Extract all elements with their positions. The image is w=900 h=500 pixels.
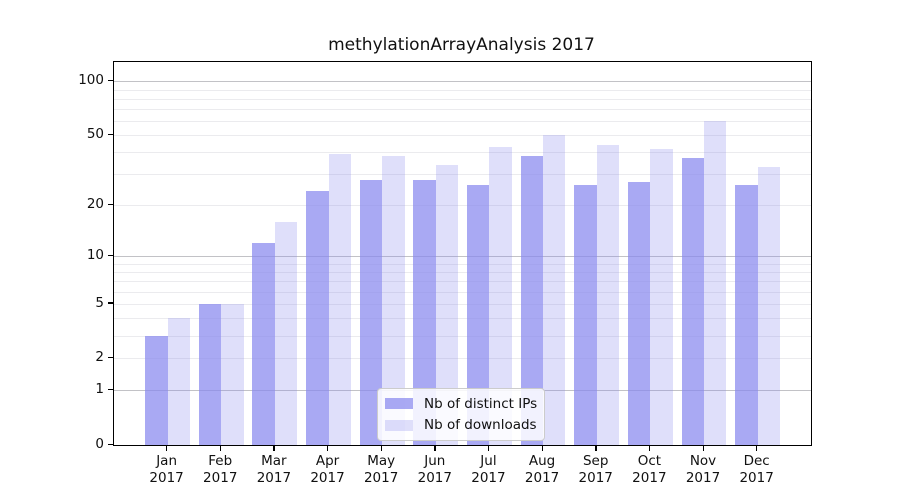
x-tick-mark-sep-2017: [595, 445, 597, 451]
bar-nb-of-distinct-ips-may-2017: [359, 179, 383, 445]
x-tick-mark-dec-2017: [756, 445, 758, 451]
x-tick-label-sep-2017: Sep 2017: [578, 453, 613, 486]
y-tick-mark-5: [108, 302, 113, 304]
gridline-minor-4: [114, 318, 811, 320]
x-tick-mark-nov-2017: [702, 445, 704, 451]
x-tick-label-jan-2017: Jan 2017: [149, 453, 184, 486]
y-tick-label-100: 100: [78, 72, 104, 89]
x-tick-mark-may-2017: [380, 445, 382, 451]
gridline-major-100: [114, 81, 811, 83]
x-tick-label-mar-2017: Mar 2017: [256, 453, 292, 486]
x-tick-mark-jul-2017: [487, 445, 490, 451]
bar-nb-of-downloads-apr-2017: [328, 154, 351, 445]
x-tick-label-dec-2017: Dec 2017: [739, 453, 774, 486]
x-tick-label-apr-2017: Apr 2017: [310, 453, 345, 486]
gridline-minor-90: [114, 89, 811, 91]
bar-nb-of-distinct-ips-oct-2017: [627, 182, 651, 445]
bar-nb-of-downloads-feb-2017: [221, 303, 244, 445]
y-tick-mark-1: [108, 388, 113, 391]
x-tick-label-may-2017: May 2017: [363, 453, 399, 486]
y-tick-mark-2: [108, 356, 113, 359]
y-tick-mark-0: [108, 443, 113, 445]
gridline-major-10: [114, 256, 811, 258]
y-tick-label-50: 50: [86, 126, 104, 143]
bar-nb-of-distinct-ips-apr-2017: [306, 191, 329, 445]
gridline-minor-2: [114, 358, 811, 360]
x-tick-mark-feb-2017: [219, 445, 222, 451]
bar-nb-of-downloads-jul-2017: [489, 146, 512, 445]
bar-nb-of-downloads-nov-2017: [704, 121, 727, 445]
gridline-minor-7: [114, 281, 811, 283]
legend-label-downloads: Nb of downloads: [424, 417, 537, 434]
x-tick-label-feb-2017: Feb 2017: [203, 453, 238, 486]
gridline-minor-5: [114, 303, 811, 305]
legend-label-distinct-ips: Nb of distinct IPs: [424, 395, 538, 412]
x-tick-mark-mar-2017: [273, 445, 275, 451]
bar-nb-of-distinct-ips-dec-2017: [735, 185, 758, 445]
legend-swatch-distinct-ips: [385, 398, 413, 410]
x-tick-label-aug-2017: Aug 2017: [524, 453, 560, 486]
y-tick-mark-20: [108, 203, 113, 205]
plot-area: [113, 61, 812, 446]
gridline-minor-50: [114, 135, 811, 137]
bar-nb-of-downloads-jan-2017: [167, 318, 190, 445]
chart-title: methylationArrayAnalysis 2017: [328, 35, 595, 55]
gridline-minor-60: [114, 121, 811, 123]
gridline-minor-80: [114, 98, 811, 100]
gridline-minor-40: [114, 152, 811, 154]
bar-nb-of-distinct-ips-aug-2017: [520, 156, 544, 445]
x-tick-label-nov-2017: Nov 2017: [685, 453, 721, 486]
y-tick-label-5: 5: [95, 294, 104, 311]
y-tick-mark-10: [108, 254, 113, 256]
bar-nb-of-downloads-jun-2017: [435, 164, 459, 445]
legend: Nb of distinct IPs Nb of downloads: [377, 388, 545, 441]
x-tick-mark-jan-2017: [166, 445, 168, 451]
x-tick-mark-aug-2017: [541, 445, 543, 451]
x-tick-mark-oct-2017: [648, 445, 651, 451]
y-tick-mark-100: [108, 79, 113, 82]
bar-nb-of-distinct-ips-jul-2017: [467, 185, 490, 445]
gridline-minor-9: [114, 263, 811, 265]
bar-nb-of-downloads-mar-2017: [274, 221, 298, 445]
x-tick-label-jul-2017: Jul 2017: [471, 453, 506, 486]
legend-row-downloads: Nb of downloads: [385, 417, 537, 435]
x-tick-mark-apr-2017: [327, 445, 329, 451]
legend-row-distinct-ips: Nb of distinct IPs: [385, 395, 538, 413]
bar-nb-of-downloads-may-2017: [382, 156, 405, 445]
bar-nb-of-distinct-ips-jan-2017: [145, 335, 168, 445]
gridline-minor-20: [114, 205, 811, 207]
gridline-minor-8: [114, 271, 811, 273]
bar-nb-of-distinct-ips-jun-2017: [413, 179, 436, 445]
bar-nb-of-distinct-ips-nov-2017: [681, 158, 704, 445]
y-tick-label-10: 10: [86, 247, 104, 264]
bar-nb-of-downloads-sep-2017: [596, 144, 620, 445]
y-tick-label-2: 2: [95, 349, 104, 366]
legend-swatch-downloads: [385, 419, 413, 431]
bar-nb-of-distinct-ips-sep-2017: [574, 185, 597, 445]
gridline-minor-70: [114, 109, 811, 111]
gridline-minor-6: [114, 291, 811, 293]
x-tick-label-oct-2017: Oct 2017: [632, 453, 667, 486]
x-tick-mark-jun-2017: [434, 445, 436, 451]
bar-nb-of-distinct-ips-mar-2017: [252, 242, 275, 445]
bar-nb-of-downloads-aug-2017: [543, 135, 566, 445]
x-tick-label-jun-2017: Jun 2017: [417, 453, 452, 486]
bar-nb-of-distinct-ips-feb-2017: [198, 303, 222, 445]
y-tick-label-1: 1: [95, 381, 104, 398]
gridline-minor-3: [114, 335, 811, 337]
bar-nb-of-downloads-dec-2017: [757, 167, 781, 445]
gridline-minor-30: [114, 174, 811, 176]
bar-nb-of-downloads-oct-2017: [650, 148, 673, 445]
y-tick-label-20: 20: [86, 196, 104, 213]
y-tick-mark-50: [108, 133, 113, 135]
y-tick-label-0: 0: [95, 436, 104, 452]
